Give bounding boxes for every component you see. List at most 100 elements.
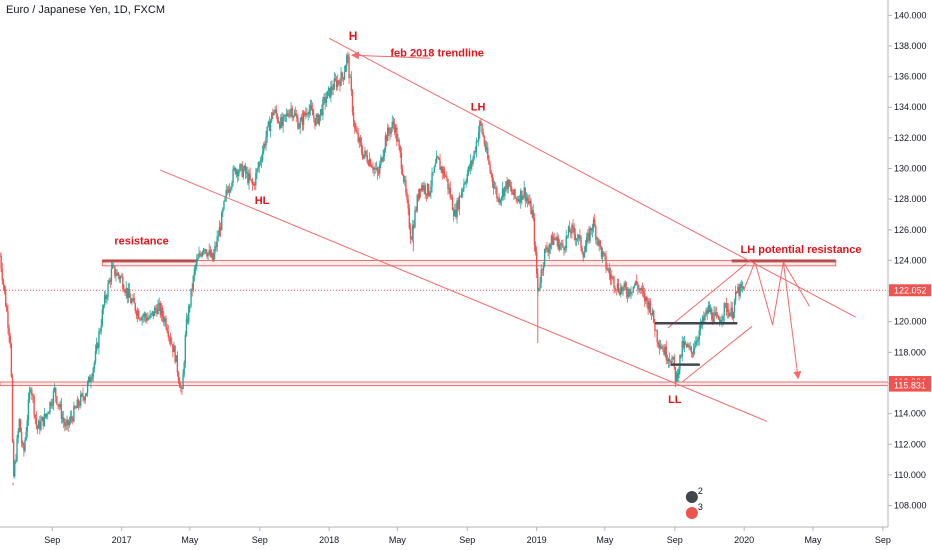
candle-body xyxy=(712,319,714,323)
candle-body xyxy=(315,117,317,126)
candle-body xyxy=(728,309,730,317)
candle-body xyxy=(124,291,126,294)
candle-body xyxy=(686,343,688,347)
time-tick-label: Sep xyxy=(252,535,268,545)
candle-body xyxy=(439,160,441,170)
candle-body xyxy=(289,110,291,117)
candle-body xyxy=(76,399,79,408)
annotation-label-6: LL xyxy=(668,394,682,406)
candle-body xyxy=(397,140,399,142)
candle-body xyxy=(140,319,142,321)
candle-body xyxy=(376,168,379,173)
proj-2 xyxy=(754,261,774,325)
candle-body xyxy=(84,396,86,401)
candle-body xyxy=(389,132,391,134)
candle-body xyxy=(211,252,214,261)
candle-body xyxy=(466,173,469,182)
candle-body xyxy=(720,320,722,323)
candle-body xyxy=(296,115,298,119)
candle-body xyxy=(273,111,275,116)
candle-body xyxy=(73,406,75,422)
candle-body xyxy=(716,315,719,317)
candle-body xyxy=(709,309,712,312)
candle-body xyxy=(414,210,416,228)
candle-body xyxy=(692,349,695,354)
candle-body xyxy=(251,180,254,185)
candle-body xyxy=(642,290,645,293)
candle-body xyxy=(158,303,160,305)
candle-body xyxy=(282,116,284,126)
candle-body xyxy=(176,355,179,373)
proj-1 xyxy=(743,261,756,291)
candle-body xyxy=(443,169,446,177)
candle-body xyxy=(392,121,395,124)
candle-body xyxy=(59,404,61,407)
candle-body xyxy=(498,197,500,203)
annotation-label-2: LH xyxy=(471,101,486,113)
candle-body xyxy=(302,112,305,125)
candle-body xyxy=(322,99,324,116)
candle-body xyxy=(613,277,615,288)
candle-body xyxy=(120,276,123,278)
candle-body xyxy=(331,86,333,91)
candle-body xyxy=(537,273,539,291)
candle-body xyxy=(490,171,492,175)
candle-body xyxy=(321,109,323,116)
candle-body xyxy=(599,240,602,247)
candle-body xyxy=(126,287,129,298)
candle-body xyxy=(324,97,326,103)
candle-body xyxy=(83,397,85,401)
candle-body xyxy=(633,284,636,287)
candle-body xyxy=(119,276,122,280)
candle-body xyxy=(555,238,557,241)
candle-body xyxy=(673,356,675,368)
candle-body xyxy=(342,77,345,80)
candle-body xyxy=(178,380,181,388)
candle-body xyxy=(388,127,390,133)
candle-body xyxy=(508,180,511,186)
candle-body xyxy=(631,291,633,293)
price-label-box xyxy=(889,284,931,297)
wedge-upper xyxy=(667,263,747,329)
candle-body xyxy=(205,249,207,254)
annotation-label-1: feb 2018 trendline xyxy=(390,48,484,60)
candle-body xyxy=(373,167,375,170)
candle-body xyxy=(175,355,177,363)
candle-body xyxy=(567,226,570,236)
candle-body xyxy=(488,158,490,165)
candle-body xyxy=(279,122,281,129)
candle-body xyxy=(697,339,699,341)
candle-body xyxy=(232,169,234,183)
candle-body xyxy=(261,151,264,160)
candle-body xyxy=(94,351,97,363)
candle-body xyxy=(393,123,396,133)
candle-body xyxy=(87,376,90,384)
candle-body xyxy=(597,238,599,246)
candle-body xyxy=(60,404,63,419)
candle-body xyxy=(696,340,698,342)
candle-body xyxy=(291,108,293,118)
candle-body xyxy=(349,77,351,78)
candle-body xyxy=(201,251,204,257)
candle-body xyxy=(149,314,151,319)
candle-body xyxy=(31,389,33,396)
candle-body xyxy=(609,274,612,279)
candle-body xyxy=(589,228,591,241)
candle-body xyxy=(441,166,443,174)
candle-body xyxy=(45,413,48,417)
candle-body xyxy=(694,347,696,350)
candle-body xyxy=(217,236,220,237)
candle-body xyxy=(615,289,617,291)
candle-body xyxy=(163,316,165,323)
candle-body xyxy=(661,346,663,349)
candle-body xyxy=(161,307,164,317)
candle-body xyxy=(502,188,505,197)
candle-body xyxy=(329,87,331,98)
candle-body xyxy=(662,348,664,350)
candle-body xyxy=(236,170,239,177)
candle-body xyxy=(169,337,172,343)
candle-body xyxy=(384,135,387,150)
candle-body xyxy=(719,319,721,323)
